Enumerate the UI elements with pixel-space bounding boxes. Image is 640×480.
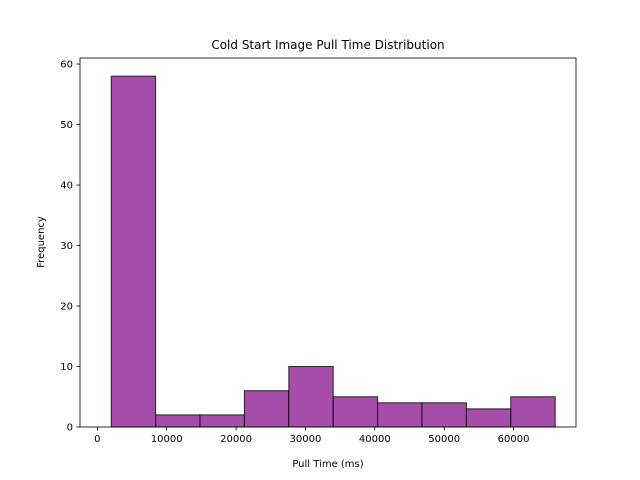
histogram-bar-1	[110, 75, 157, 428]
y-axis-ticks: 0 10 20 30 40 50 60	[60, 60, 80, 434]
y-tick-label: 10	[60, 362, 73, 373]
histogram-bar-9	[465, 408, 512, 428]
chart-title: Cold Start Image Pull Time Distribution	[211, 38, 444, 52]
y-tick-label: 50	[60, 120, 73, 131]
x-tick-label: 60000	[498, 434, 530, 445]
histogram-bar-3	[199, 414, 245, 428]
x-tick-label: 0	[94, 434, 100, 445]
histogram-bar-8	[421, 402, 467, 428]
bars-group	[110, 75, 556, 428]
histogram-bar-2	[155, 414, 201, 428]
x-axis-label: Pull Time (ms)	[292, 459, 363, 470]
x-tick-label: 10000	[151, 434, 183, 445]
histogram-bar-10	[510, 396, 556, 428]
histogram-bar-4	[243, 390, 290, 428]
y-tick-label: 0	[67, 423, 73, 434]
y-tick-label: 30	[60, 241, 73, 252]
y-tick-label: 40	[60, 181, 73, 192]
y-tick-label: 20	[60, 302, 73, 313]
x-tick-label: 20000	[220, 434, 252, 445]
y-axis-label: Frequency	[36, 216, 47, 268]
histogram-bar-7	[377, 402, 423, 428]
y-tick-label: 60	[60, 60, 73, 71]
x-tick-label: 50000	[428, 434, 460, 445]
plot-frame	[79, 57, 577, 428]
x-tick-label: 30000	[290, 434, 322, 445]
histogram-bar-6	[332, 396, 379, 428]
x-tick-label: 40000	[359, 434, 391, 445]
histogram-bar-5	[288, 366, 334, 428]
x-axis-ticks: 0 10000 20000 30000 40000 50000 60000	[94, 427, 529, 445]
